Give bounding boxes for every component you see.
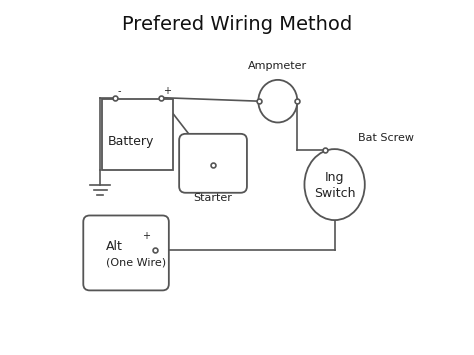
Text: Battery: Battery: [107, 136, 154, 148]
FancyBboxPatch shape: [179, 134, 247, 193]
FancyBboxPatch shape: [83, 215, 169, 290]
Text: Prefered Wiring Method: Prefered Wiring Method: [122, 15, 352, 34]
Text: Bat Screw: Bat Screw: [358, 133, 414, 143]
Text: Ampmeter: Ampmeter: [248, 61, 307, 71]
Ellipse shape: [304, 149, 365, 220]
Text: Switch: Switch: [314, 187, 356, 200]
Text: -: -: [118, 86, 121, 96]
Text: +: +: [164, 86, 172, 96]
Text: +: +: [143, 231, 150, 241]
Text: Starter: Starter: [193, 193, 232, 203]
Ellipse shape: [258, 80, 297, 122]
Text: Ing: Ing: [325, 171, 345, 184]
Text: Alt: Alt: [106, 240, 122, 253]
Bar: [102, 99, 173, 170]
Text: (One Wire): (One Wire): [106, 258, 166, 268]
